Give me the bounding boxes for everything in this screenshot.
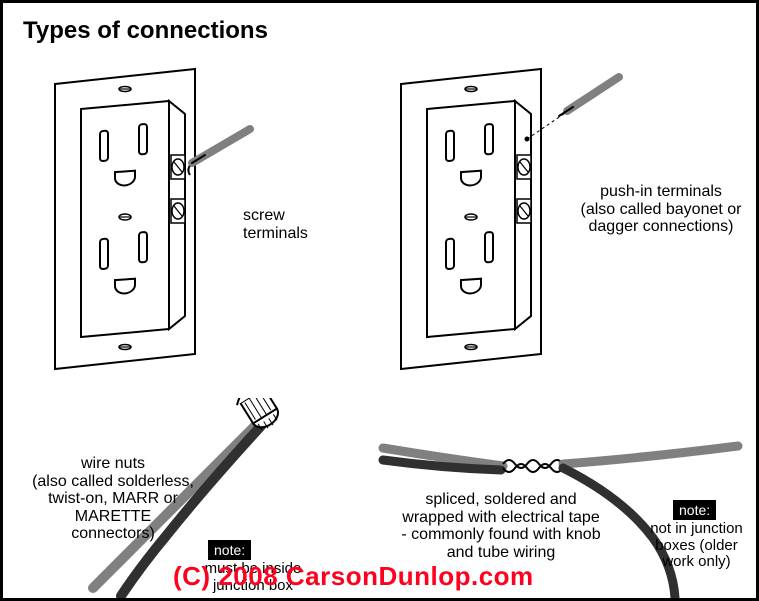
diagram-title: Types of connections: [23, 17, 268, 45]
note-text-right: not in junction boxes (older work only): [639, 521, 754, 571]
note-badge-left: note:: [208, 540, 251, 560]
label-wirenuts: wire nuts (also called solderless, twist…: [23, 455, 203, 543]
text: push-in terminals: [600, 183, 722, 200]
text: connectors): [71, 525, 155, 542]
outlet-right: [391, 59, 561, 379]
text: dagger connections): [589, 218, 734, 235]
copyright-watermark: (C) 2008 CarsonDunlop.com: [173, 561, 534, 592]
label-pushin-terminals: push-in terminals (also called bayonet o…: [571, 183, 751, 236]
text: (also called bayonet or: [581, 201, 742, 218]
text: spliced, soldered and: [425, 491, 576, 508]
text: and tube wiring: [447, 544, 556, 561]
text: not in junction: [650, 520, 743, 537]
outlet-left: [45, 59, 215, 379]
text: (also called solderless,: [32, 473, 194, 490]
text: work only): [662, 553, 730, 570]
note-badge-right: note:: [673, 500, 716, 520]
text: boxes (older: [655, 537, 738, 554]
text: twist-on, MARR or: [48, 490, 178, 507]
text: screw: [243, 207, 285, 224]
label-screw-terminals: screw terminals: [243, 207, 308, 242]
text: terminals: [243, 225, 308, 242]
text: wrapped with electrical tape: [402, 509, 599, 526]
diagram-frame: Types of connections: [0, 0, 759, 601]
text: - commonly found with knob: [401, 526, 600, 543]
label-splice: spliced, soldered and wrapped with elect…: [391, 491, 611, 561]
text: wire nuts: [81, 455, 145, 472]
text: MARETTE: [75, 508, 151, 525]
